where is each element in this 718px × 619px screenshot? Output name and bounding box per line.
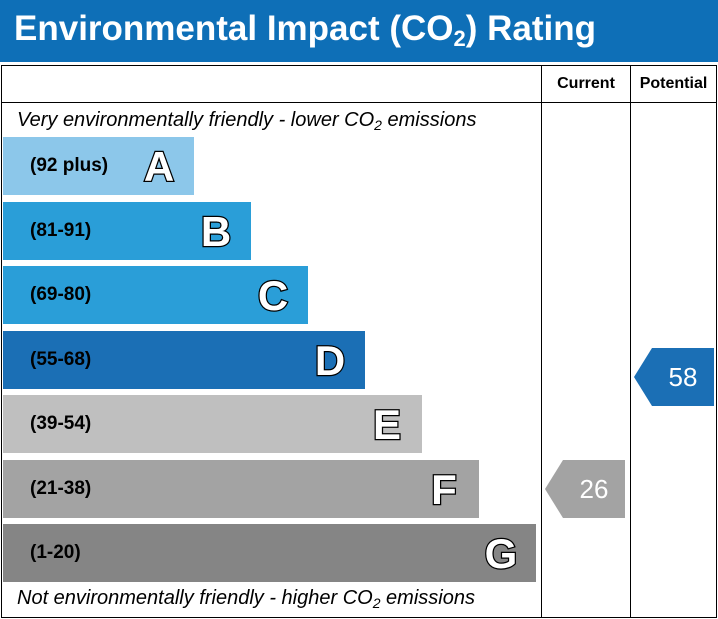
potential-arrow-shape: [634, 347, 714, 406]
svg-text:C: C: [258, 272, 288, 319]
band-f: (21-38) F: [3, 459, 479, 518]
band-letter: C: [257, 271, 290, 321]
current-rating-value: 26: [579, 474, 609, 504]
rating-header: Environmental Impact (CO2) Rating: [0, 0, 718, 62]
rating-table: Current Potential Very environmentally f…: [1, 65, 717, 618]
band-range-label: (21-38): [30, 477, 92, 499]
column-divider-current: [541, 66, 542, 617]
band-letter: G: [483, 529, 518, 579]
band-d: (55-68) D: [3, 330, 365, 389]
column-header-current: Current: [557, 75, 615, 92]
column-header-potential: Potential: [639, 75, 708, 92]
potential-rating-value: 58: [668, 361, 698, 392]
band-range-label: (55-68): [30, 348, 92, 370]
band-letter: F: [430, 464, 458, 514]
current-arrow-shape: [545, 460, 625, 518]
svg-text:D: D: [315, 337, 345, 384]
band-letter: B: [200, 206, 233, 256]
band-range-label: (92 plus): [30, 155, 109, 176]
bottom-caption: Not environmentally friendly - higher CO…: [17, 587, 475, 611]
chart-title: Environmental Impact (CO2) Rating: [14, 9, 597, 51]
band-b: (81-91) B: [3, 201, 251, 260]
band-letter: D: [314, 335, 347, 385]
band-a: (92 plus) A: [3, 137, 194, 195]
band-e: (39-54) E: [3, 395, 422, 453]
band-letter: E: [372, 400, 403, 450]
band-g: (1-20) G: [3, 524, 536, 582]
band-range-label: (81-91): [30, 219, 92, 241]
svg-text:A: A: [144, 143, 174, 190]
column-divider-potential: [630, 66, 631, 617]
top-caption: Very environmentally friendly - lower CO…: [17, 109, 477, 133]
band-range-label: (69-80): [30, 284, 92, 305]
band-range-label: (39-54): [30, 413, 92, 434]
svg-text:E: E: [373, 401, 401, 448]
svg-text:F: F: [431, 466, 457, 513]
band-c: (69-80) C: [3, 266, 308, 324]
band-range-label: (1-20): [30, 542, 81, 563]
header-divider: [2, 102, 716, 103]
svg-text:B: B: [201, 208, 231, 255]
svg-text:G: G: [485, 530, 518, 577]
band-letter: A: [143, 142, 176, 192]
